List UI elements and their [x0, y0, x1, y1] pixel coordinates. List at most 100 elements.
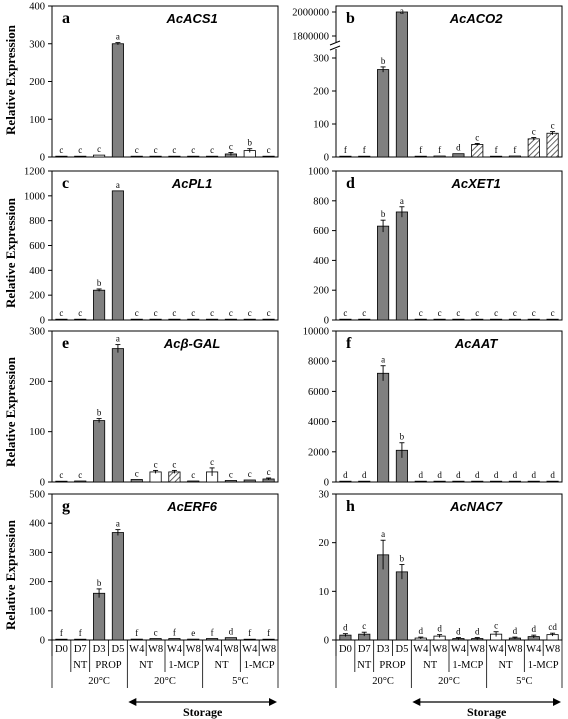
panel-letter: e	[62, 335, 69, 352]
significance-letter: c	[154, 459, 158, 469]
significance-letter: d	[437, 470, 442, 480]
significance-letter: c	[362, 621, 366, 631]
y-tick-label: 800	[29, 216, 45, 227]
y-tick-label: 400	[29, 519, 45, 530]
significance-letter: f	[79, 628, 82, 638]
y-tick-label: 0	[40, 478, 45, 489]
significance-letter: c	[513, 308, 517, 318]
bar	[471, 480, 484, 483]
y-tick-label: 600	[29, 241, 45, 252]
panel-title: Acβ-GAL	[163, 336, 221, 351]
x-treatment-label: 1-MCP	[244, 660, 275, 671]
significance-letter: c	[97, 144, 101, 154]
significance-letter: d	[456, 143, 461, 153]
y-tick-label: 8000	[308, 357, 329, 368]
significance-letter: c	[210, 308, 214, 318]
significance-letter: d	[513, 626, 518, 636]
bar	[187, 318, 200, 321]
y-tick-label: 100	[313, 120, 329, 131]
significance-letter: d	[362, 470, 367, 480]
bar	[433, 155, 446, 158]
significance-letter: b	[400, 432, 405, 442]
y-tick-label: 0	[324, 316, 329, 327]
significance-letter: d	[513, 470, 518, 480]
bar	[111, 43, 124, 158]
bar	[187, 638, 200, 641]
bar	[168, 638, 181, 641]
significance-letter: c	[154, 308, 158, 318]
significance-letter: f	[267, 628, 270, 638]
panel-letter: g	[62, 498, 70, 515]
bar	[224, 637, 237, 641]
bar	[111, 348, 124, 483]
significance-letter: c	[154, 145, 158, 155]
significance-letter: c	[191, 470, 195, 480]
bar	[527, 480, 540, 483]
panel-title: AcAAT	[454, 336, 498, 351]
x-treatment-label: NT	[423, 660, 438, 671]
significance-letter: f	[211, 628, 214, 638]
bar	[187, 155, 200, 158]
x-sample-label: W4	[413, 644, 429, 655]
significance-letter: d	[437, 624, 442, 634]
y-tick-label: 100	[29, 606, 45, 617]
significance-letter: f	[438, 145, 441, 155]
bar	[377, 372, 390, 483]
bar	[93, 420, 106, 483]
y-tick-label: 200	[29, 77, 45, 88]
y-tick-label: 1000	[308, 167, 329, 178]
significance-letter: b	[97, 578, 102, 588]
storage-label: Storage	[467, 705, 507, 719]
plot-frame	[51, 330, 279, 483]
arrow-right-icon	[553, 698, 561, 706]
bar	[93, 592, 106, 641]
significance-letter: c	[210, 145, 214, 155]
bar	[395, 571, 408, 641]
bar	[130, 318, 143, 321]
bar	[243, 318, 256, 321]
bar	[55, 480, 68, 483]
significance-letter: d	[456, 470, 461, 480]
significance-letter: c	[532, 308, 536, 318]
significance-letter: d	[229, 627, 234, 637]
significance-letter: c	[229, 469, 233, 479]
panel-letter: b	[346, 10, 355, 27]
x-sample-label: W8	[507, 644, 522, 655]
y-tick-label: 600	[313, 226, 329, 237]
x-sample-label: W8	[261, 644, 276, 655]
significance-letter: d	[419, 470, 424, 480]
significance-letter: a	[116, 519, 120, 529]
x-sample-label: D5	[111, 644, 124, 655]
significance-letter: b	[97, 278, 102, 288]
plot-frame	[51, 170, 279, 321]
significance-letter: c	[154, 628, 158, 638]
x-treatment-label: NT	[357, 660, 372, 671]
significance-letter: f	[419, 145, 422, 155]
x-sample-label: D3	[93, 644, 106, 655]
x-sample-label: W4	[167, 644, 183, 655]
x-sample-label: D0	[339, 644, 352, 655]
y-tick-label: 300	[313, 54, 329, 65]
significance-letter: f	[513, 145, 516, 155]
panel-title: AcPL1	[171, 176, 212, 191]
bar	[168, 155, 181, 158]
significance-letter: c	[551, 308, 555, 318]
significance-letter: b	[381, 209, 386, 219]
significance-letter: f	[344, 145, 347, 155]
bar	[508, 155, 521, 158]
significance-letter: f	[173, 628, 176, 638]
x-temperature-label: 5°C	[232, 676, 248, 687]
significance-letter: d	[419, 626, 424, 636]
x-sample-label: W8	[148, 644, 163, 655]
panel-letter: h	[346, 498, 355, 515]
x-sample-label: W8	[545, 644, 560, 655]
y-tick-label: 500	[29, 490, 45, 501]
significance-letter: c	[343, 308, 347, 318]
significance-letter: c	[135, 308, 139, 318]
bar	[339, 318, 352, 321]
bar	[395, 11, 408, 158]
arrow-left-icon	[412, 698, 421, 706]
significance-letter: f	[135, 628, 138, 638]
